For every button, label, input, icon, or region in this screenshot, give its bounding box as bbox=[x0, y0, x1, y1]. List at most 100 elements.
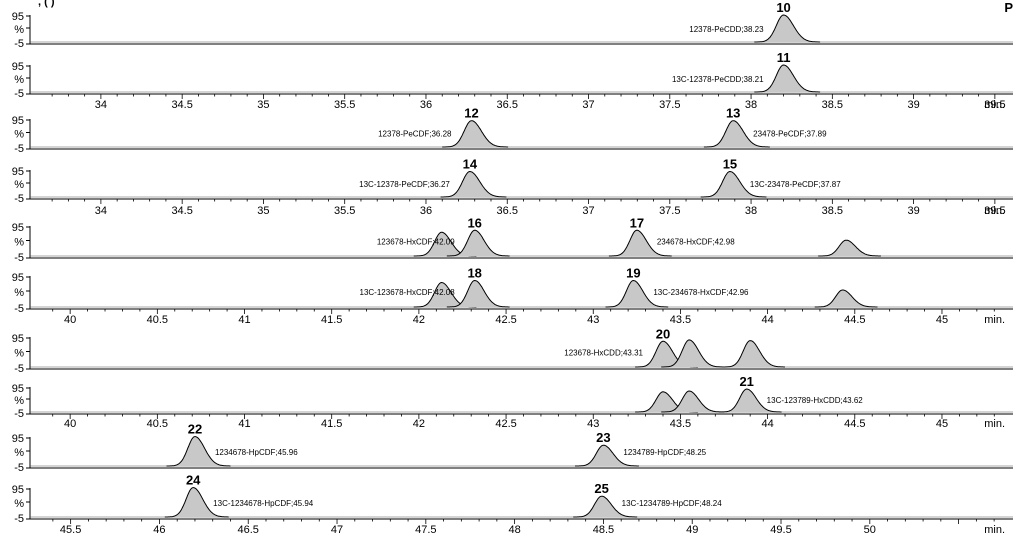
peak bbox=[818, 239, 881, 257]
x-unit-label: min. bbox=[984, 99, 1005, 111]
y-tick-label: 95 bbox=[12, 272, 24, 284]
peak-compound-label: 123678-HxCDD;43.31 bbox=[564, 349, 643, 358]
x-tick-label: 35 bbox=[257, 205, 269, 217]
peak: 13 23478-PeCDF;37.89 bbox=[703, 106, 827, 148]
y-tick-label: 95 bbox=[12, 383, 24, 395]
peak-number-label: 18 bbox=[467, 265, 481, 280]
y-tick-label: 95 bbox=[12, 433, 24, 445]
peak-compound-label: 13C-23478-PeCDF;37.87 bbox=[750, 180, 841, 189]
peak-area bbox=[440, 171, 507, 197]
peak bbox=[661, 339, 724, 368]
peak-compound-label: 12378-PeCDD;38.23 bbox=[689, 25, 764, 34]
peak-compound-label: 13C-1234789-HpCDF;48.24 bbox=[622, 499, 723, 508]
y-tick-label: 95 bbox=[12, 333, 24, 345]
peak-number-label: 13 bbox=[726, 106, 740, 121]
x-tick-label: 49 bbox=[686, 524, 698, 536]
peak-compound-label: 13C-234678-HxCDF;42.96 bbox=[653, 288, 749, 297]
peak-area bbox=[703, 120, 770, 147]
y-tick-label: -5 bbox=[14, 252, 24, 264]
y-tick-label: % bbox=[14, 348, 24, 360]
trace: 95% -5 22 1234678-HpCDF;45.96 23 1234789-HpCD… bbox=[12, 422, 1013, 474]
peak-area bbox=[442, 120, 509, 147]
y-tick-label: -5 bbox=[14, 38, 24, 50]
trace: 95% -5 12 12378-PeCDF;36.28 13 23478-PeCDF;37… bbox=[12, 106, 1013, 155]
peak-compound-label: 13C-12378-PeCDD;38.21 bbox=[672, 75, 764, 84]
x-tick-label: 43.5 bbox=[670, 418, 691, 430]
peak-compound-label: 1234678-HpCDF;45.96 bbox=[215, 448, 298, 457]
x-tick-label: 46.5 bbox=[238, 524, 259, 536]
y-tick-label: 95 bbox=[12, 115, 24, 127]
peak: 23 1234789-HpCDF;48.25 bbox=[575, 430, 707, 467]
x-tick-label: 48 bbox=[508, 524, 520, 536]
x-tick-label: 36.5 bbox=[497, 99, 518, 111]
y-tick-label: % bbox=[14, 447, 24, 459]
y-tick-label: % bbox=[14, 129, 24, 141]
x-tick-label: 46 bbox=[153, 524, 165, 536]
trace: 95% -5 10 12378-PeCDD;38.23 bbox=[12, 0, 1013, 50]
x-tick-label: 43.5 bbox=[670, 314, 691, 326]
trace: 95% -5 11 13C-12378-PeCDD;38.21 bbox=[12, 50, 1013, 100]
y-tick-label: % bbox=[14, 237, 24, 249]
y-tick-label: % bbox=[14, 179, 24, 191]
peak-area bbox=[446, 230, 510, 256]
x-tick-label: 42.5 bbox=[495, 418, 516, 430]
peak-number-label: 12 bbox=[464, 106, 478, 121]
peak-curve bbox=[166, 436, 231, 467]
peak-area bbox=[722, 340, 785, 367]
peak-number-label: 25 bbox=[594, 481, 608, 496]
peak-compound-label: 123678-HxCDF;42.09 bbox=[377, 238, 455, 247]
x-tick-label: 40.5 bbox=[147, 314, 168, 326]
trace: 95% -5 14 13C-12378-PeCDF;36.27 15 13C-23478-… bbox=[12, 157, 1013, 205]
peak-curve bbox=[818, 239, 881, 257]
peak: 17 234678-HxCDF;42.98 bbox=[608, 215, 735, 257]
peak-area bbox=[661, 339, 724, 367]
peak-area bbox=[605, 280, 669, 307]
peak-number-label: 15 bbox=[723, 157, 737, 172]
peak-area bbox=[635, 341, 698, 367]
peak-compound-label: 13C-123678-HxCDF;42.08 bbox=[360, 288, 456, 297]
peak: 11 13C-12378-PeCDD;38.21 bbox=[672, 50, 821, 93]
x-tick-label: 34.5 bbox=[171, 205, 192, 217]
y-tick-label: -5 bbox=[14, 513, 24, 525]
y-tick-label: -5 bbox=[14, 193, 24, 205]
peak: 15 13C-23478-PeCDF;37.87 bbox=[700, 157, 841, 198]
peak bbox=[814, 289, 878, 308]
chromatogram-group: 95% -5 10 12378-PeCDD;38.23 95% -5 11 13C-12378… bbox=[12, 0, 1013, 111]
peak-curve bbox=[446, 279, 510, 308]
x-tick-label: 34 bbox=[95, 205, 107, 217]
x-tick-label: 37 bbox=[582, 99, 594, 111]
chromatogram-group: 95% -5 22 1234678-HpCDF;45.96 23 1234789-HpCD… bbox=[12, 422, 1013, 536]
peak-compound-label: 13C-1234678-HpCDF;45.94 bbox=[213, 499, 314, 508]
trace: 95% -5 18 13C-123678-HxCDF;42.08 19 13C-23467… bbox=[12, 265, 1013, 315]
x-tick-label: 41.5 bbox=[321, 314, 342, 326]
peak: 16 123678-HxCDF;42.09 bbox=[377, 215, 510, 257]
peak: 24 13C-1234678-HpCDF;45.94 bbox=[164, 473, 314, 518]
y-tick-label: % bbox=[14, 74, 24, 86]
peak-curve bbox=[661, 339, 724, 368]
x-tick-label: 41 bbox=[238, 314, 250, 326]
peak-area bbox=[608, 230, 672, 256]
peak-area bbox=[818, 240, 881, 256]
peak-curve bbox=[718, 388, 782, 413]
y-tick-label: -5 bbox=[14, 303, 24, 315]
peak-area bbox=[814, 290, 878, 307]
y-tick-label: -5 bbox=[14, 363, 24, 375]
peak-curve bbox=[442, 120, 509, 148]
y-tick-label: 95 bbox=[12, 11, 24, 23]
peak-number-label: 21 bbox=[739, 374, 753, 389]
x-tick-label: 35.5 bbox=[334, 205, 355, 217]
x-tick-label: 40 bbox=[64, 418, 76, 430]
x-tick-label: 44.5 bbox=[844, 418, 865, 430]
x-tick-label: 48.5 bbox=[593, 524, 614, 536]
x-tick-label: 44 bbox=[761, 418, 773, 430]
x-tick-label: 34.5 bbox=[171, 99, 192, 111]
y-tick-label: % bbox=[14, 498, 24, 510]
x-tick-label: 43 bbox=[587, 418, 599, 430]
x-tick-label: 42 bbox=[413, 314, 425, 326]
peak-area bbox=[413, 282, 477, 307]
y-tick-label: -5 bbox=[14, 408, 24, 420]
peak bbox=[722, 340, 785, 368]
trace: 95%-5 21 13C-123789-HxCDD;43.62 bbox=[12, 374, 1013, 420]
